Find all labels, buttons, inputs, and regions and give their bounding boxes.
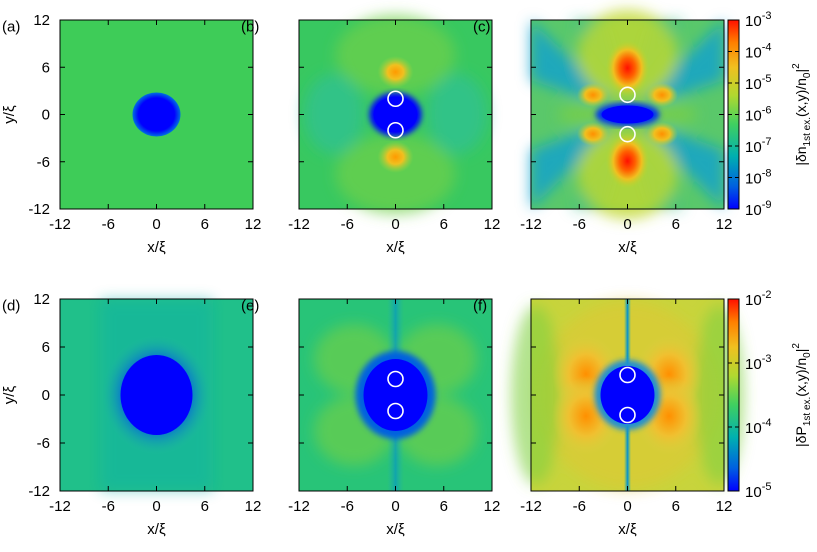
- y-tick-label: 6: [42, 339, 50, 356]
- x-tick-label: 6: [672, 216, 680, 233]
- vortex-core-region: [132, 92, 181, 137]
- x-tick-label: 12: [484, 216, 501, 233]
- y-tick-label: 0: [42, 387, 50, 404]
- y-tick-label: -6: [37, 154, 50, 171]
- colorbar-tick-label: 10-5: [745, 73, 771, 93]
- x-tick-label: 0: [152, 498, 160, 515]
- colorbar-tick-label: 10-8: [745, 168, 771, 188]
- x-tick-label: -12: [520, 498, 542, 515]
- vortex-marker: [619, 406, 636, 424]
- colorbar-tick-label: 10-3: [745, 10, 771, 30]
- x-tick-label: 6: [440, 216, 448, 233]
- x-axis-label: x/ξ: [147, 239, 166, 256]
- x-tick-label: -6: [341, 498, 354, 515]
- x-tick-label: 6: [440, 498, 448, 515]
- x-tick-label: 12: [716, 498, 733, 515]
- panel-a: [60, 20, 253, 209]
- x-tick-label: 6: [201, 498, 209, 515]
- colorbar-tick-label: 10-3: [745, 353, 771, 373]
- x-tick-label: 0: [391, 216, 399, 233]
- x-tick-label: 6: [672, 498, 680, 515]
- x-tick-label: -6: [341, 216, 354, 233]
- vortex-marker: [619, 86, 636, 104]
- colorbar-label: |δP1st ex.(x,y)/n0|2: [791, 343, 813, 447]
- y-tick-label: 6: [42, 59, 50, 76]
- colorbar-tick-label: 10-9: [745, 199, 771, 219]
- x-tick-label: -12: [288, 498, 310, 515]
- x-tick-label: -6: [102, 498, 115, 515]
- panel-label: (e): [241, 297, 259, 314]
- colorbar: [727, 298, 740, 492]
- x-tick-label: -6: [573, 498, 586, 515]
- x-tick-label: -12: [520, 216, 542, 233]
- panel-f: [511, 299, 744, 491]
- vortex-marker: [387, 90, 404, 108]
- x-tick-label: 12: [245, 498, 262, 515]
- x-tick-label: 12: [245, 216, 262, 233]
- x-axis-label: x/ξ: [386, 239, 405, 256]
- x-tick-label: -6: [102, 216, 115, 233]
- panel-b: [299, 15, 492, 214]
- colorbar-tick-label: 10-7: [745, 136, 771, 156]
- vortex-marker: [387, 121, 404, 139]
- vortex-marker: [387, 370, 404, 388]
- panel-e: [299, 299, 492, 491]
- y-axis-label: y/ξ: [1, 386, 18, 405]
- x-tick-label: -6: [573, 216, 586, 233]
- y-tick-label: -6: [37, 435, 50, 452]
- colorbar-tick-label: 10-4: [745, 42, 771, 62]
- colorbar-tick-label: 10-4: [745, 417, 771, 437]
- vortex-marker: [387, 402, 404, 420]
- x-tick-label: -12: [288, 216, 310, 233]
- x-tick-label: 0: [391, 498, 399, 515]
- y-tick-label: -12: [28, 483, 50, 500]
- vortex-marker: [619, 125, 636, 143]
- vortex-marker: [619, 366, 636, 384]
- y-tick-label: 12: [33, 291, 50, 308]
- panel-label: (d): [2, 297, 20, 314]
- x-tick-label: 12: [716, 216, 733, 233]
- x-tick-label: 6: [201, 216, 209, 233]
- x-tick-label: -12: [49, 216, 71, 233]
- x-tick-label: 0: [623, 216, 631, 233]
- panel-d: [60, 299, 253, 491]
- y-axis-label: y/ξ: [1, 105, 18, 124]
- panel-label: (f): [473, 297, 487, 314]
- colorbar-tick-label: 10-6: [745, 105, 771, 125]
- y-tick-label: 12: [33, 12, 50, 29]
- x-axis-label: x/ξ: [618, 521, 637, 538]
- x-tick-label: -12: [49, 498, 71, 515]
- y-tick-label: -12: [28, 201, 50, 218]
- colorbar-label: |δn1st ex.(x,y)/n0|2: [791, 63, 813, 166]
- colorbar-tick-label: 10-5: [745, 481, 771, 501]
- x-tick-label: 0: [152, 216, 160, 233]
- x-axis-label: x/ξ: [618, 239, 637, 256]
- panel-label: (c): [473, 18, 491, 35]
- y-tick-label: 0: [42, 107, 50, 124]
- colorbar-tick-label: 10-2: [745, 289, 771, 309]
- panel-label: (a): [2, 18, 20, 35]
- x-tick-label: 12: [484, 498, 501, 515]
- panel-c: [531, 10, 724, 219]
- x-axis-label: x/ξ: [386, 521, 405, 538]
- panel-label: (b): [241, 18, 259, 35]
- x-tick-label: 0: [623, 498, 631, 515]
- x-axis-label: x/ξ: [147, 521, 166, 538]
